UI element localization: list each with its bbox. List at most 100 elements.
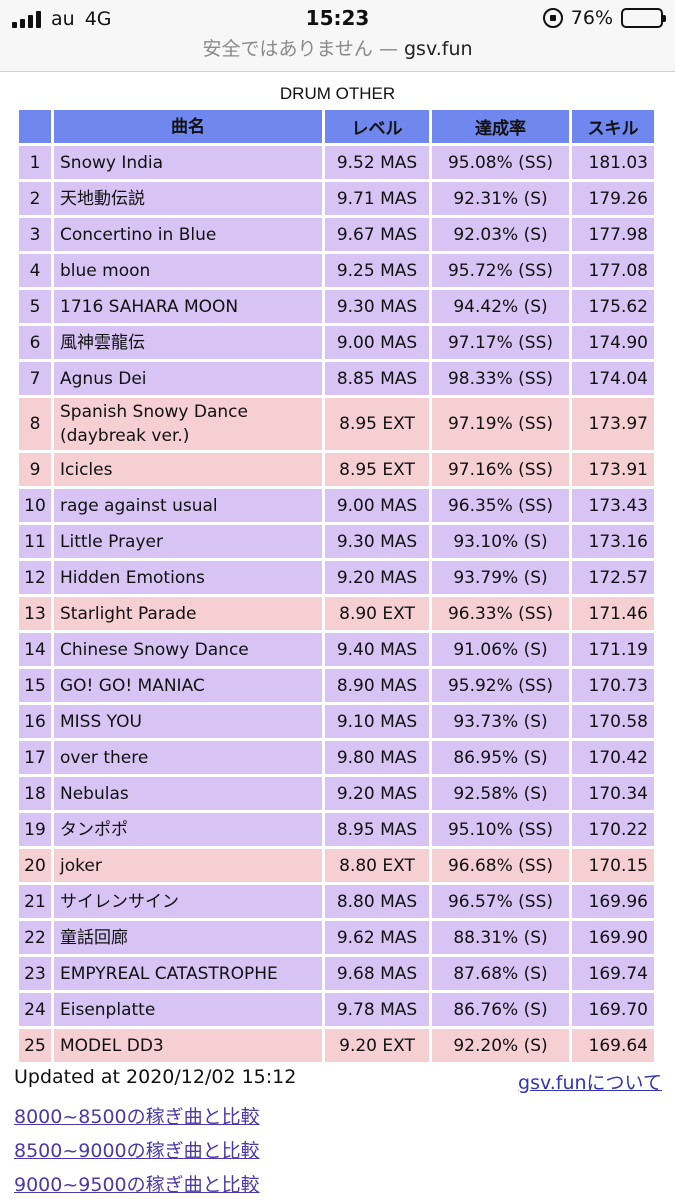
level-cell: 8.95 EXT bbox=[325, 398, 429, 450]
level-cell: 8.80 MAS bbox=[325, 885, 429, 918]
title-cell: Agnus Dei bbox=[54, 362, 322, 395]
table-row: 8 Spanish Snowy Dance (daybreak ver.) 8.95… bbox=[19, 398, 654, 450]
rank-cell: 19 bbox=[19, 813, 51, 846]
rate-cell: 96.35% (SS) bbox=[432, 489, 569, 522]
table-caption: DRUM OTHER bbox=[279, 84, 396, 103]
table-row: 2 天地動伝説 9.71 MAS 92.31% (S) 179.26 bbox=[19, 182, 654, 215]
carrier-label: au bbox=[51, 8, 75, 30]
rank-cell: 16 bbox=[19, 705, 51, 738]
rank-cell: 24 bbox=[19, 993, 51, 1026]
skill-cell: 174.90 bbox=[572, 326, 654, 359]
table-row: 6 風神雲龍伝 9.00 MAS 97.17% (SS) 174.90 bbox=[19, 326, 654, 359]
skill-cell: 181.03 bbox=[572, 146, 654, 179]
level-cell: 8.90 MAS bbox=[325, 669, 429, 702]
rank-cell: 25 bbox=[19, 1029, 51, 1062]
title-cell: GO! GO! MANIAC bbox=[54, 669, 322, 702]
rank-cell: 11 bbox=[19, 525, 51, 558]
title-cell: Icicles bbox=[54, 453, 322, 486]
title-cell: rage against usual bbox=[54, 489, 322, 522]
skill-cell: 169.64 bbox=[572, 1029, 654, 1062]
skill-table: 曲名 レベル 達成率 スキル 1 Snowy India 9.52 MAS 95.08… bbox=[16, 107, 657, 1065]
compare-link-9000[interactable]: 9000~9500の稼ぎ曲と比較 bbox=[14, 1174, 260, 1196]
level-cell: 9.67 MAS bbox=[325, 218, 429, 251]
rank-cell: 2 bbox=[19, 182, 51, 215]
title-cell: Hidden Emotions bbox=[54, 561, 322, 594]
level-cell: 9.00 MAS bbox=[325, 489, 429, 522]
title-cell: joker bbox=[54, 849, 322, 882]
rank-cell: 6 bbox=[19, 326, 51, 359]
level-cell: 9.20 MAS bbox=[325, 561, 429, 594]
skill-cell: 173.43 bbox=[572, 489, 654, 522]
header-rate: 達成率 bbox=[432, 110, 569, 143]
level-cell: 9.20 EXT bbox=[325, 1029, 429, 1062]
title-cell: Starlight Parade bbox=[54, 597, 322, 630]
skill-cell: 177.08 bbox=[572, 254, 654, 287]
skill-cell: 173.97 bbox=[572, 398, 654, 450]
rank-cell: 23 bbox=[19, 957, 51, 990]
level-cell: 8.90 EXT bbox=[325, 597, 429, 630]
battery-icon bbox=[621, 8, 666, 28]
header-level: レベル bbox=[325, 110, 429, 143]
skill-cell: 175.62 bbox=[572, 290, 654, 323]
rank-cell: 1 bbox=[19, 146, 51, 179]
table-row: 3 Concertino in Blue 9.67 MAS 92.03% (S) 177… bbox=[19, 218, 654, 251]
rate-cell: 86.76% (S) bbox=[432, 993, 569, 1026]
address-bar[interactable]: 安全ではありません — gsv.fun bbox=[0, 38, 675, 72]
level-cell: 9.00 MAS bbox=[325, 326, 429, 359]
rate-cell: 97.17% (SS) bbox=[432, 326, 569, 359]
title-cell: Chinese Snowy Dance bbox=[54, 633, 322, 666]
table-row: 18 Nebulas 9.20 MAS 92.58% (S) 170.34 bbox=[19, 777, 654, 810]
rank-cell: 3 bbox=[19, 218, 51, 251]
level-cell: 8.80 EXT bbox=[325, 849, 429, 882]
compare-link-8000[interactable]: 8000~8500の稼ぎ曲と比較 bbox=[14, 1106, 260, 1128]
header-title: 曲名 bbox=[54, 110, 322, 143]
level-cell: 9.20 MAS bbox=[325, 777, 429, 810]
level-cell: 9.68 MAS bbox=[325, 957, 429, 990]
table-row: 23 EMPYREAL CATASTROPHE 9.68 MAS 87.68% (S)… bbox=[19, 957, 654, 990]
rank-cell: 21 bbox=[19, 885, 51, 918]
table-row: 7 Agnus Dei 8.85 MAS 98.33% (SS) 174.04 bbox=[19, 362, 654, 395]
table-row: 22 童話回廊 9.62 MAS 88.31% (S) 169.90 bbox=[19, 921, 654, 954]
table-row: 20 joker 8.80 EXT 96.68% (SS) 170.15 bbox=[19, 849, 654, 882]
rate-cell: 92.03% (S) bbox=[432, 218, 569, 251]
table-row: 13 Starlight Parade 8.90 EXT 96.33% (SS) 171… bbox=[19, 597, 654, 630]
level-cell: 8.95 MAS bbox=[325, 813, 429, 846]
title-cell: MISS YOU bbox=[54, 705, 322, 738]
url-domain: gsv.fun bbox=[403, 38, 473, 60]
level-cell: 9.10 MAS bbox=[325, 705, 429, 738]
title-cell: MODEL DD3 bbox=[54, 1029, 322, 1062]
status-bar: au 4G 15:23 76% bbox=[0, 0, 675, 38]
rate-cell: 94.42% (S) bbox=[432, 290, 569, 323]
table-row: 5 1716 SAHARA MOON 9.30 MAS 94.42% (S) 175.6… bbox=[19, 290, 654, 323]
about-link[interactable]: gsv.funについて bbox=[518, 1072, 662, 1094]
rate-cell: 98.33% (SS) bbox=[432, 362, 569, 395]
rank-cell: 4 bbox=[19, 254, 51, 287]
title-cell: 童話回廊 bbox=[54, 921, 322, 954]
rate-cell: 95.92% (SS) bbox=[432, 669, 569, 702]
title-cell: Eisenplatte bbox=[54, 993, 322, 1026]
rate-cell: 92.31% (S) bbox=[432, 182, 569, 215]
rank-cell: 14 bbox=[19, 633, 51, 666]
rate-cell: 87.68% (S) bbox=[432, 957, 569, 990]
level-cell: 9.78 MAS bbox=[325, 993, 429, 1026]
rotation-lock-icon bbox=[542, 8, 563, 28]
rank-cell: 20 bbox=[19, 849, 51, 882]
rank-cell: 10 bbox=[19, 489, 51, 522]
signal-icon bbox=[12, 10, 41, 28]
rank-cell: 5 bbox=[19, 290, 51, 323]
skill-cell: 170.15 bbox=[572, 849, 654, 882]
rank-cell: 12 bbox=[19, 561, 51, 594]
compare-link-8500[interactable]: 8500~9000の稼ぎ曲と比較 bbox=[14, 1140, 260, 1162]
rate-cell: 93.10% (S) bbox=[432, 525, 569, 558]
rank-cell: 15 bbox=[19, 669, 51, 702]
header-no bbox=[19, 110, 51, 143]
rate-cell: 95.72% (SS) bbox=[432, 254, 569, 287]
rate-cell: 96.68% (SS) bbox=[432, 849, 569, 882]
title-cell: Concertino in Blue bbox=[54, 218, 322, 251]
table-row: 11 Little Prayer 9.30 MAS 93.10% (S) 173.16 bbox=[19, 525, 654, 558]
rate-cell: 88.31% (S) bbox=[432, 921, 569, 954]
title-cell: Nebulas bbox=[54, 777, 322, 810]
table-row: 10 rage against usual 9.00 MAS 96.35% (SS) 1… bbox=[19, 489, 654, 522]
table-row: 25 MODEL DD3 9.20 EXT 92.20% (S) 169.64 bbox=[19, 1029, 654, 1062]
table-row: 17 over there 9.80 MAS 86.95% (S) 170.42 bbox=[19, 741, 654, 774]
